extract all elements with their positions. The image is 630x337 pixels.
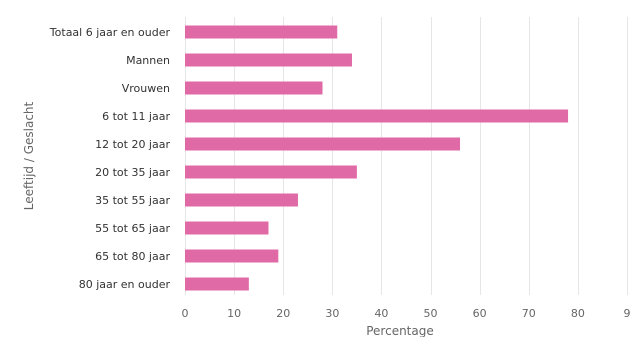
- x-tick-label: 9: [624, 307, 630, 320]
- bar[interactable]: [185, 221, 269, 235]
- x-axis-title: Percentage: [366, 324, 434, 337]
- bar[interactable]: [185, 137, 461, 151]
- category-label: Totaal 6 jaar en ouder: [49, 26, 171, 39]
- category-label: 55 tot 65 jaar: [95, 222, 170, 235]
- category-label: Mannen: [126, 54, 170, 67]
- category-label: 6 tot 11 jaar: [102, 110, 170, 123]
- bar[interactable]: [185, 277, 249, 291]
- category-label: 65 tot 80 jaar: [95, 250, 170, 263]
- category-label: 12 tot 20 jaar: [95, 138, 170, 151]
- x-tick-label: 10: [227, 307, 241, 320]
- x-tick-label: 50: [424, 307, 438, 320]
- y-axis-title: Leeftijd / Geslacht: [22, 101, 36, 210]
- bar[interactable]: [185, 53, 352, 67]
- bar[interactable]: [185, 109, 569, 123]
- bars: [185, 25, 569, 291]
- x-tick-label: 70: [522, 307, 536, 320]
- category-label: Vrouwen: [122, 82, 170, 95]
- bar[interactable]: [185, 249, 279, 263]
- bar[interactable]: [185, 25, 338, 39]
- x-tick-labels: 0 10 20 30 40 50 60 70 80 9: [182, 307, 630, 320]
- bar[interactable]: [185, 81, 323, 95]
- x-tick-label: 30: [325, 307, 339, 320]
- x-tick-label: 40: [374, 307, 388, 320]
- x-tick-label: 0: [182, 307, 189, 320]
- x-tick-label: 20: [276, 307, 290, 320]
- category-label: 20 tot 35 jaar: [95, 166, 170, 179]
- x-tick-label: 60: [473, 307, 487, 320]
- x-tick-label: 80: [571, 307, 585, 320]
- bar[interactable]: [185, 165, 357, 179]
- category-label: 80 jaar en ouder: [79, 278, 171, 291]
- category-labels: Totaal 6 jaar en ouder Mannen Vrouwen 6 tot…: [49, 26, 171, 291]
- category-label: 35 tot 55 jaar: [95, 194, 170, 207]
- bar[interactable]: [185, 193, 298, 207]
